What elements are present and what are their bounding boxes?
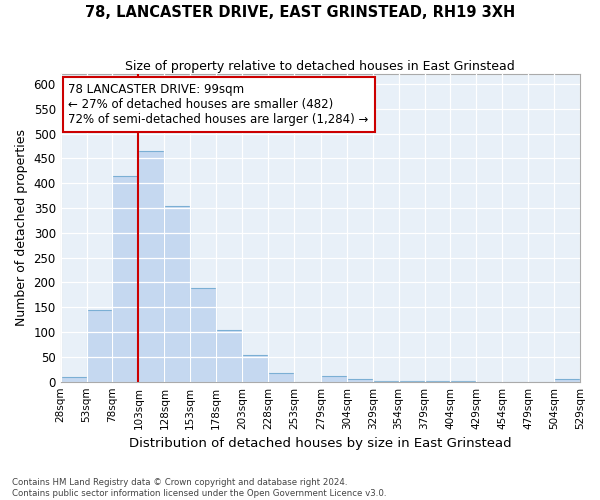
Title: Size of property relative to detached houses in East Grinstead: Size of property relative to detached ho… — [125, 60, 515, 73]
Y-axis label: Number of detached properties: Number of detached properties — [15, 130, 28, 326]
Bar — [139, 151, 164, 382]
Bar — [216, 330, 242, 382]
Bar — [190, 288, 216, 382]
Bar — [61, 376, 86, 382]
Text: 78, LANCASTER DRIVE, EAST GRINSTEAD, RH19 3XH: 78, LANCASTER DRIVE, EAST GRINSTEAD, RH1… — [85, 5, 515, 20]
X-axis label: Distribution of detached houses by size in East Grinstead: Distribution of detached houses by size … — [129, 437, 512, 450]
Bar — [164, 206, 190, 382]
Bar — [86, 310, 112, 382]
Bar — [554, 379, 580, 382]
Text: Contains HM Land Registry data © Crown copyright and database right 2024.
Contai: Contains HM Land Registry data © Crown c… — [12, 478, 386, 498]
Bar — [242, 356, 268, 382]
Bar — [321, 376, 347, 382]
Text: 78 LANCASTER DRIVE: 99sqm
← 27% of detached houses are smaller (482)
72% of semi: 78 LANCASTER DRIVE: 99sqm ← 27% of detac… — [68, 84, 369, 126]
Bar — [268, 373, 294, 382]
Bar — [373, 380, 398, 382]
Bar — [347, 379, 373, 382]
Bar — [112, 176, 139, 382]
